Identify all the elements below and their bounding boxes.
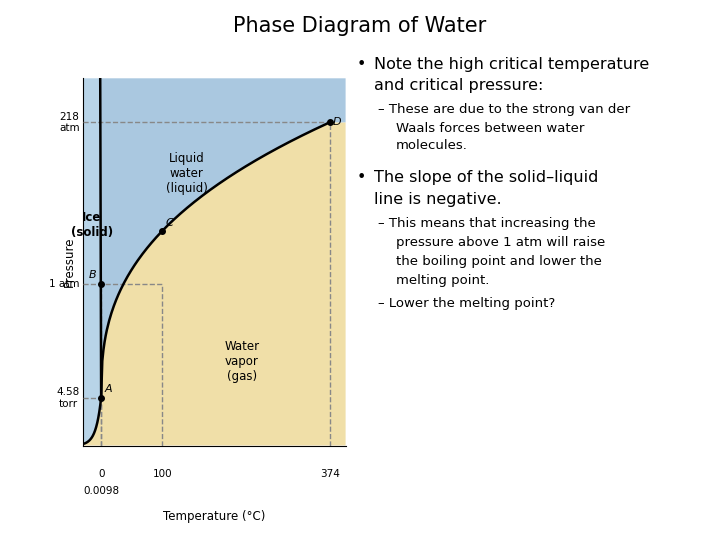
Text: melting point.: melting point. <box>396 274 490 287</box>
Text: 0.0098: 0.0098 <box>83 486 120 496</box>
Text: – These are due to the strong van der: – These are due to the strong van der <box>378 103 630 116</box>
Text: the boiling point and lower the: the boiling point and lower the <box>396 255 602 268</box>
Text: •: • <box>356 57 366 72</box>
Polygon shape <box>83 123 346 445</box>
Text: – This means that increasing the: – This means that increasing the <box>378 217 595 230</box>
Text: Ice
(solid): Ice (solid) <box>71 211 113 239</box>
Text: 374: 374 <box>320 469 340 480</box>
Text: Temperature (°C): Temperature (°C) <box>163 510 266 523</box>
Text: – Lower the melting point?: – Lower the melting point? <box>378 297 555 310</box>
Text: Note the high critical temperature: Note the high critical temperature <box>374 57 649 72</box>
Text: line is negative.: line is negative. <box>374 192 502 207</box>
Text: B: B <box>89 270 96 280</box>
Text: 4.58
torr: 4.58 torr <box>56 387 80 409</box>
Text: Liquid
water
(liquid): Liquid water (liquid) <box>166 152 207 195</box>
Polygon shape <box>83 78 101 446</box>
Text: A: A <box>104 384 112 394</box>
Text: 0: 0 <box>98 469 104 480</box>
Text: C: C <box>166 218 174 227</box>
Text: 100: 100 <box>153 469 172 480</box>
Text: Phase Diagram of Water: Phase Diagram of Water <box>233 16 487 36</box>
Text: 1 atm: 1 atm <box>49 279 80 289</box>
Text: D: D <box>333 117 341 127</box>
Text: •: • <box>356 170 366 185</box>
Polygon shape <box>83 78 346 398</box>
Text: Waals forces between water: Waals forces between water <box>396 122 585 134</box>
Text: and critical pressure:: and critical pressure: <box>374 78 544 93</box>
Text: Water
vapor
(gas): Water vapor (gas) <box>224 340 259 382</box>
Text: pressure above 1 atm will raise: pressure above 1 atm will raise <box>396 236 606 249</box>
Text: The slope of the solid–liquid: The slope of the solid–liquid <box>374 170 599 185</box>
Text: molecules.: molecules. <box>396 139 468 152</box>
Text: Pressure: Pressure <box>63 237 76 287</box>
Text: 218
atm: 218 atm <box>59 112 80 133</box>
